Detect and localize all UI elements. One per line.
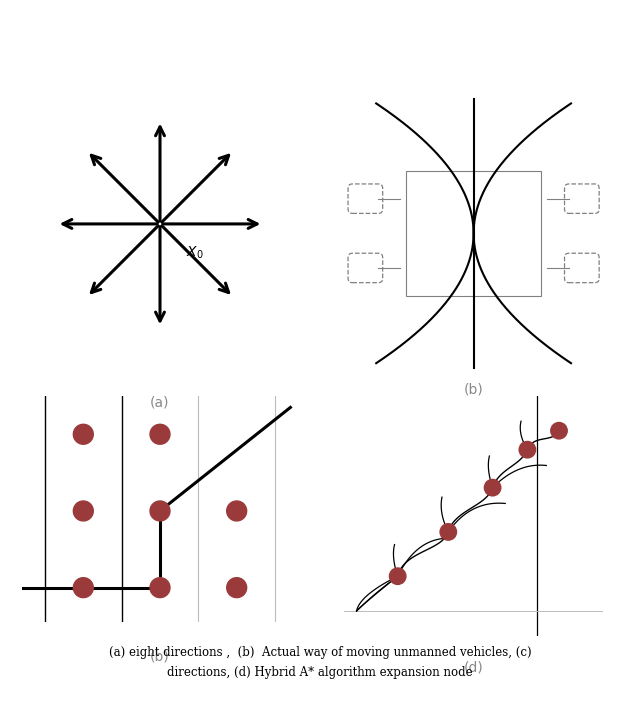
Circle shape [150,578,170,597]
Text: directions, (d) Hybrid A* algorithm expansion node: directions, (d) Hybrid A* algorithm expa… [167,666,473,679]
Text: (b): (b) [150,649,170,663]
FancyBboxPatch shape [564,253,599,283]
Text: (d): (d) [464,660,483,674]
Circle shape [227,501,246,521]
Text: $X_0$: $X_0$ [186,245,204,261]
Circle shape [227,578,246,597]
Text: (a): (a) [150,395,170,409]
Circle shape [150,501,170,521]
Circle shape [150,424,170,444]
Text: (b): (b) [464,383,483,397]
Circle shape [519,441,536,458]
Text: (a) eight directions ,  (b)  Actual way of moving unmanned vehicles, (c): (a) eight directions , (b) Actual way of… [109,646,531,659]
FancyBboxPatch shape [564,184,599,214]
Circle shape [484,479,501,496]
Circle shape [74,501,93,521]
FancyBboxPatch shape [348,253,383,283]
Circle shape [551,423,567,439]
Circle shape [74,424,93,444]
Circle shape [74,578,93,597]
Circle shape [440,524,456,540]
FancyBboxPatch shape [348,184,383,214]
Bar [406,171,541,296]
Circle shape [390,568,406,585]
